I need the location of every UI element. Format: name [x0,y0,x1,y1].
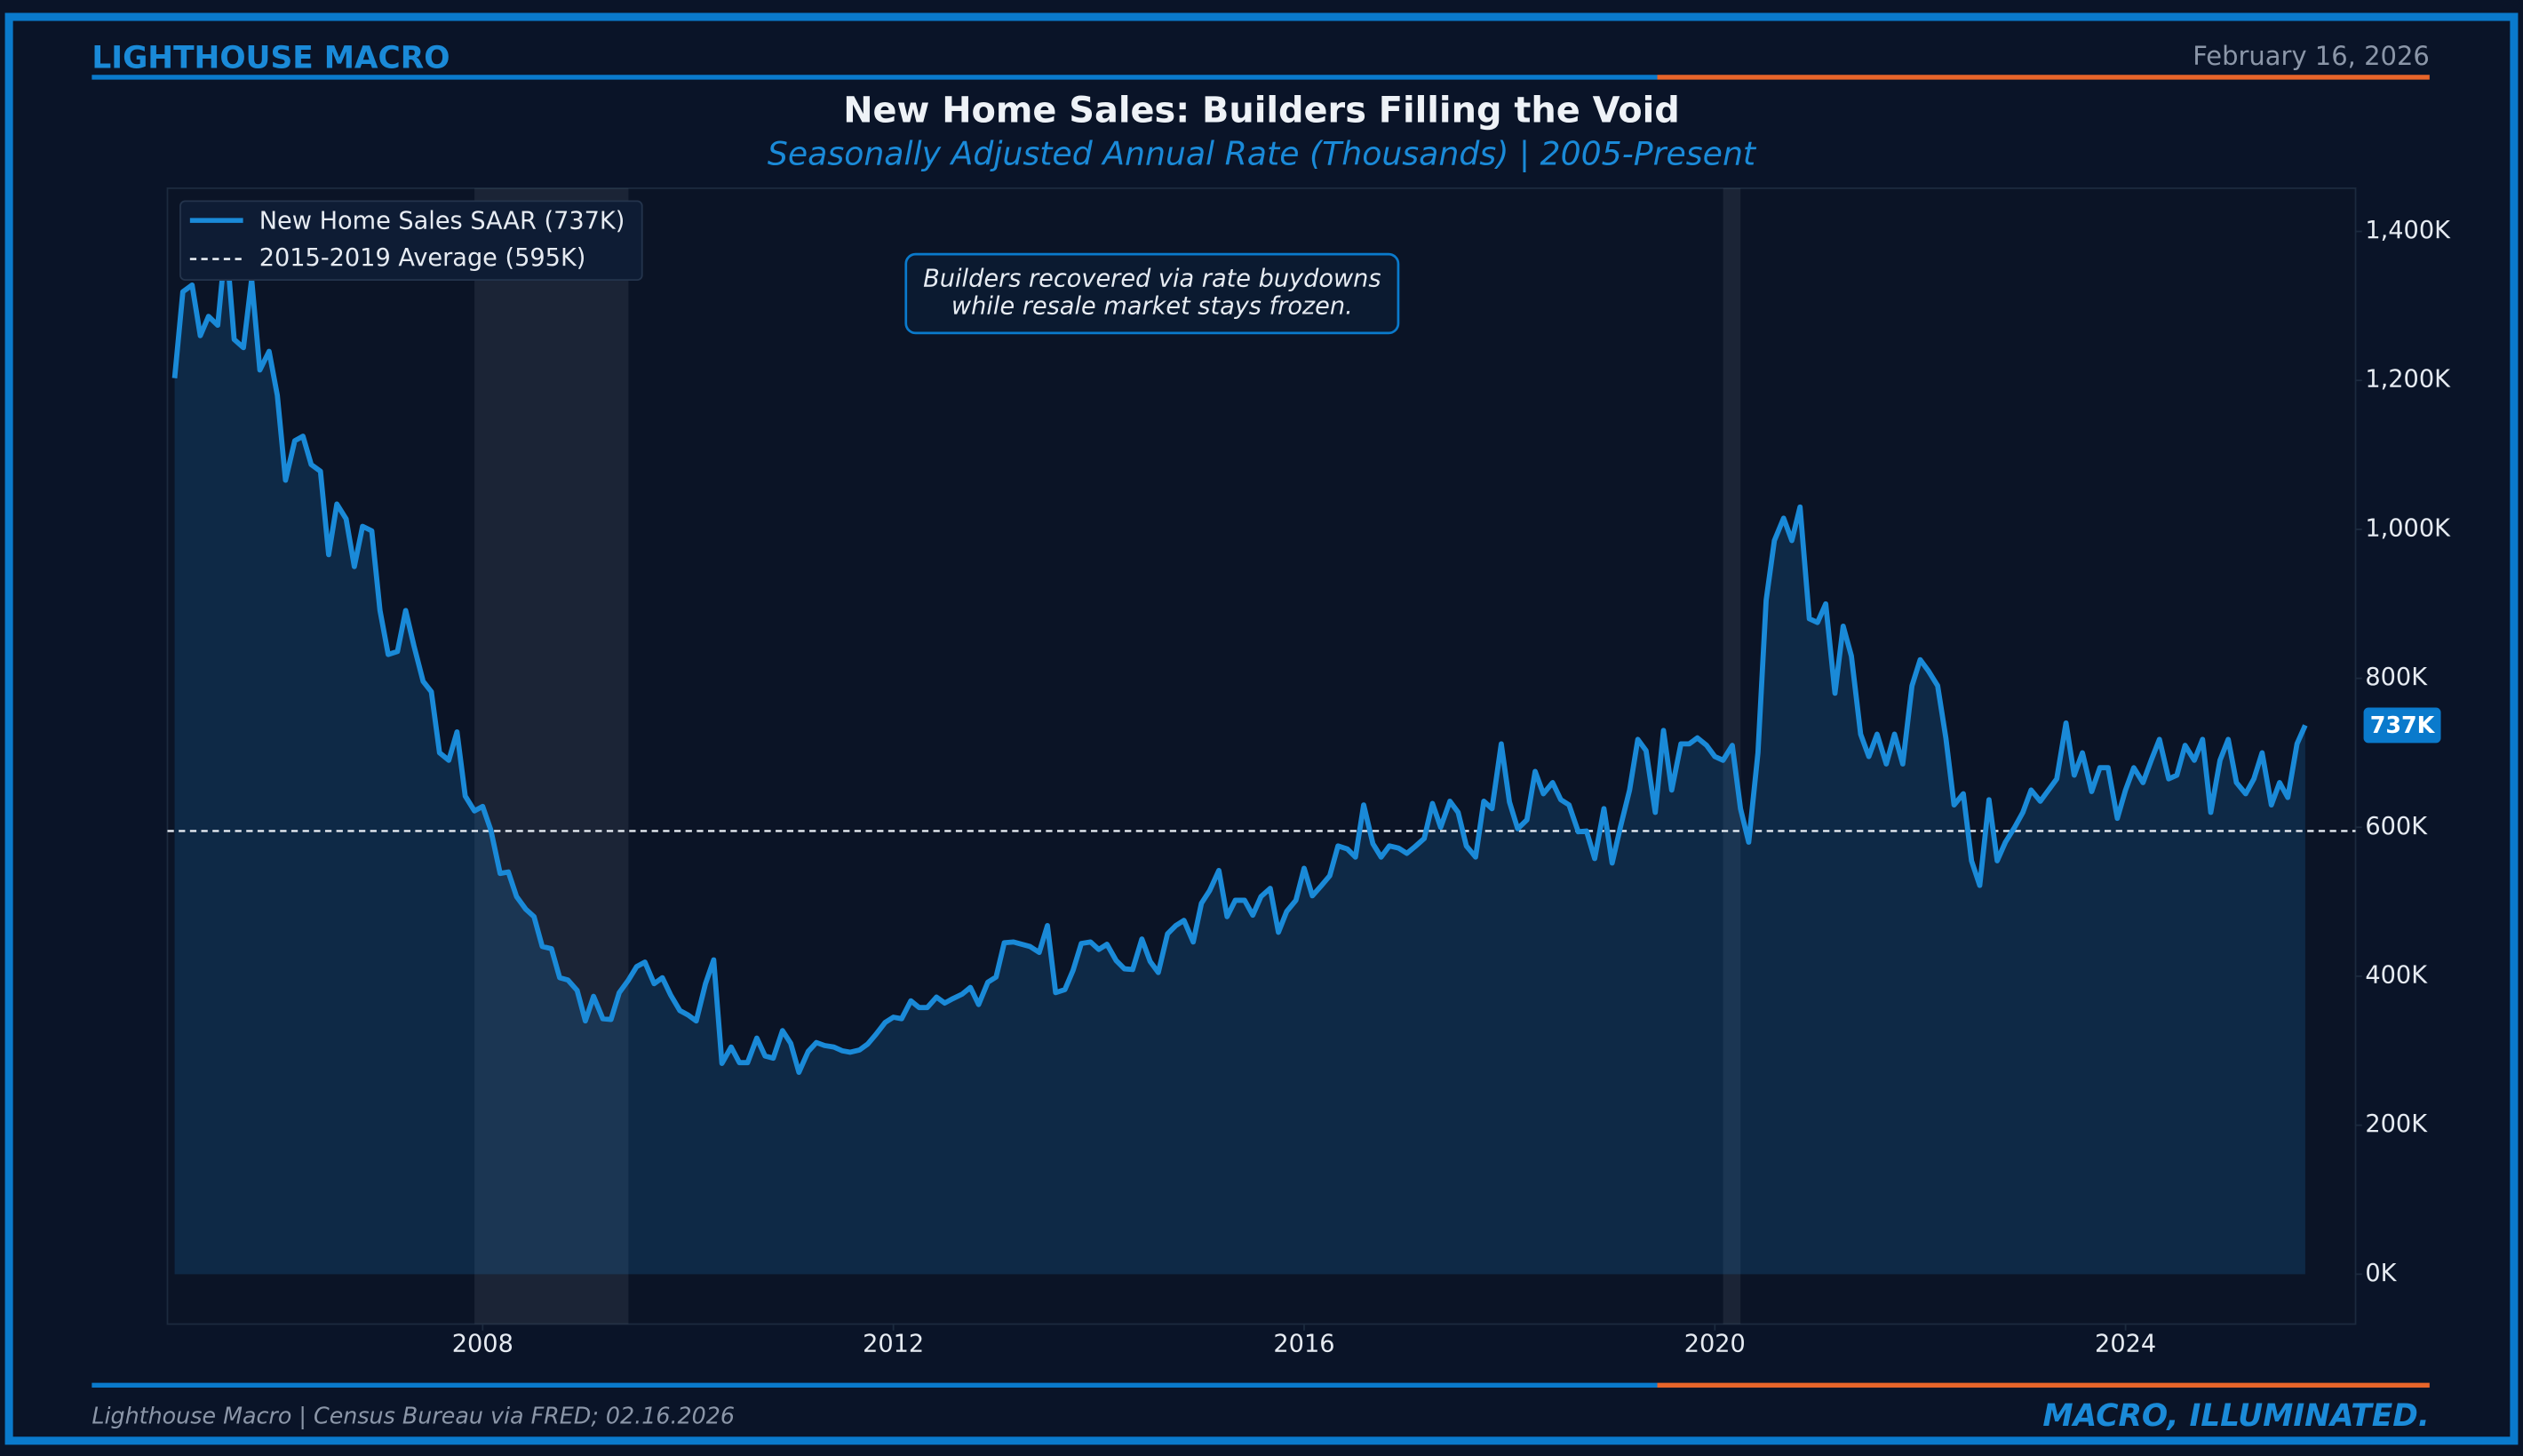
annotation: while resale market stays frozen. [951,292,1353,320]
end-label-box [2363,707,2441,744]
legend-box [179,200,643,282]
end-label: 737K [2370,712,2436,738]
y-tick-label: 800K [2365,664,2428,691]
y-tick-label: 400K [2365,961,2428,989]
y-tick-label: 0K [2365,1260,2397,1287]
chart-subtitle: Seasonally Adjusted Annual Rate (Thousan… [768,135,1757,173]
y-tick-label: 1,000K [2365,514,2451,542]
plot-area [166,187,2357,1325]
y-tick-label: 1,400K [2365,217,2451,244]
brand: LIGHTHOUSE MACRO [92,41,450,76]
legend-label: New Home Sales SAAR (737K) [259,207,625,235]
x-tick-label: 2012 [863,1331,924,1358]
chart-title: New Home Sales: Builders Filling the Voi… [843,90,1680,131]
y-tick-label: 1,200K [2365,366,2451,394]
source: Lighthouse Macro | Census Bureau via FRE… [92,1403,735,1429]
x-tick-label: 2020 [1684,1331,1746,1358]
annotation-box [904,252,1400,335]
tagline: MACRO, ILLUMINATED. [2042,1398,2429,1434]
x-tick-label: 2024 [2095,1331,2156,1358]
area [174,239,2305,1275]
recession-shade [474,187,629,1325]
line [171,236,2308,1075]
y-tick-label: 200K [2365,1110,2428,1138]
x-tick-label: 2016 [1273,1331,1334,1358]
y-tick-label: 600K [2365,813,2428,840]
date: February 16, 2026 [2193,41,2430,71]
x-tick-label: 2008 [452,1331,513,1358]
legend-label: 2015-2019 Average (595K) [259,244,586,272]
frame [4,12,2519,1445]
plot: 0K 200K 400K 600K 800K 1,000K 1,200K 1,400K 2008… [167,187,2451,1358]
annotation: Builders recovered via rate buydowns [923,266,1381,293]
